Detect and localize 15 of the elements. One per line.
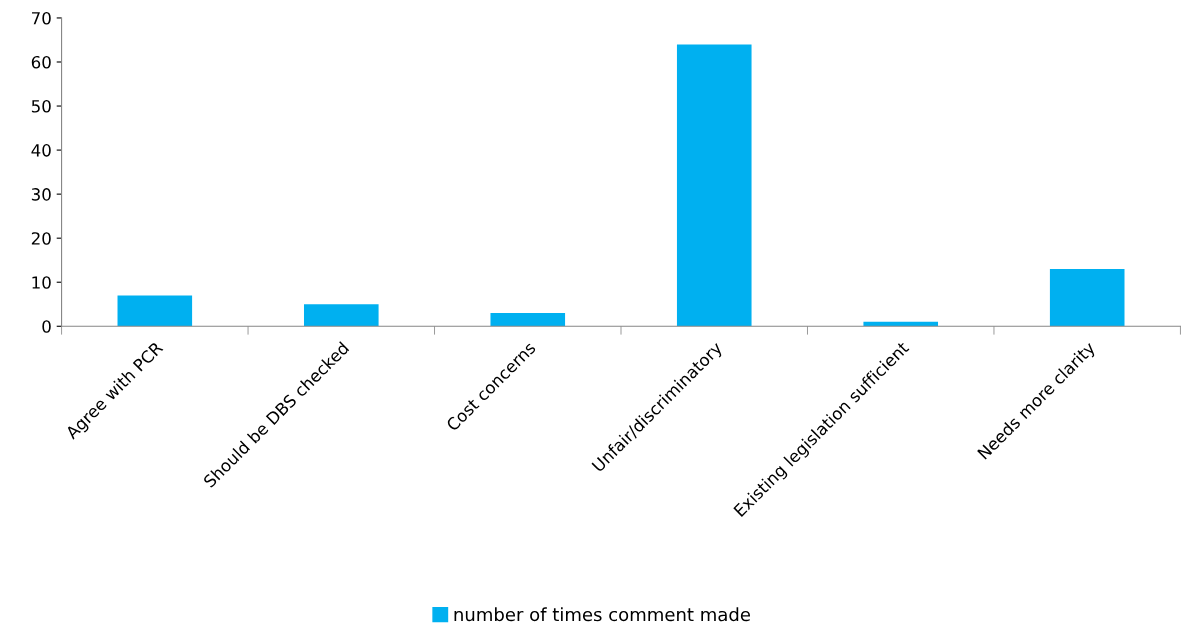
y-tick-label: 30 bbox=[31, 188, 51, 201]
y-tick-label: 10 bbox=[32, 276, 51, 289]
y-tick-label: 70 bbox=[32, 11, 51, 25]
y-tick-label: 50 bbox=[31, 100, 51, 113]
y-tick-label: 20 bbox=[31, 232, 51, 245]
bar bbox=[863, 321, 939, 327]
y-tick-label: 40 bbox=[31, 144, 51, 157]
y-tick-label: 0 bbox=[42, 320, 51, 333]
y-tick-label: 60 bbox=[31, 55, 51, 69]
bar bbox=[117, 295, 193, 327]
bar bbox=[676, 44, 752, 327]
bar bbox=[303, 304, 379, 327]
bar bbox=[490, 313, 566, 327]
bar bbox=[1049, 269, 1125, 327]
legend-label: number of times comment made bbox=[454, 607, 750, 622]
